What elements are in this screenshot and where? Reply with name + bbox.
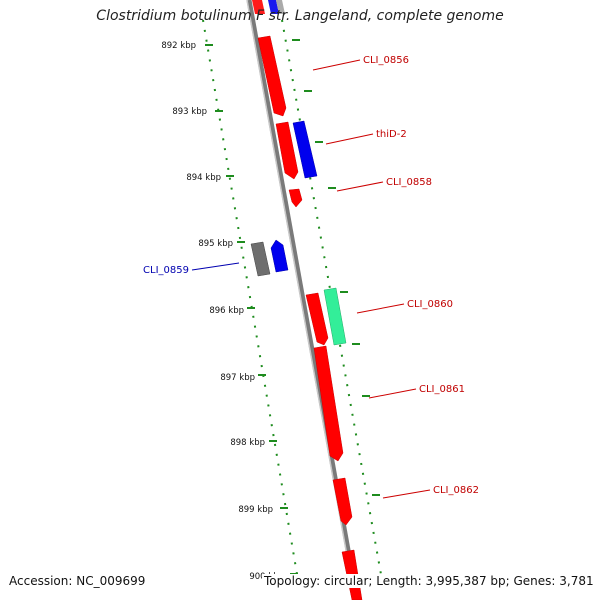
topology-summary: Topology: circular; Length: 3,995,387 bp… xyxy=(262,574,596,588)
gene-label: CLI_0856 xyxy=(363,55,409,66)
outer-tick-marks xyxy=(292,39,380,496)
gene-CLI_0862 xyxy=(332,477,353,526)
gene-label: CLI_0858 xyxy=(386,177,432,188)
gene-CLI_0858 xyxy=(288,188,303,208)
gene-CLI_0857a xyxy=(275,121,299,180)
kbp-label: 894 kbp xyxy=(186,173,221,183)
gene-CLI_0860-green xyxy=(323,287,347,346)
gene-labels: CLI_0856 thiD-2 CLI_0858 CLI_0859 CLI_08… xyxy=(143,55,479,496)
kbp-label: 895 kbp xyxy=(198,239,233,249)
kbp-tick-labels: 892 kbp 893 kbp 894 kbp 895 kbp 896 kbp … xyxy=(161,41,284,582)
gene-CLI_0859-grey xyxy=(250,241,271,277)
gene-partial-top-red xyxy=(252,0,265,14)
label-connectors xyxy=(191,59,431,499)
kbp-label: 893 kbp xyxy=(172,107,207,117)
gene-label: thiD-2 xyxy=(376,129,407,140)
kbp-label: 896 kbp xyxy=(209,306,244,316)
gene-partial-top-blue xyxy=(268,0,279,14)
accession-label: Accession: NC_009699 xyxy=(9,574,150,588)
kbp-label: 892 kbp xyxy=(161,41,196,51)
gene-label: CLI_0862 xyxy=(433,485,479,496)
kbp-label: 898 kbp xyxy=(230,438,265,448)
gene-label: CLI_0860 xyxy=(407,299,453,310)
gene-thiD-2 xyxy=(292,120,318,179)
gene-label: CLI_0861 xyxy=(419,384,465,395)
kbp-label: 897 kbp xyxy=(220,373,255,383)
gene-label: CLI_0859 xyxy=(143,265,189,276)
gene-CLI_0856 xyxy=(257,35,287,117)
map-title: Clostridium botulinum F str. Langeland, … xyxy=(96,8,504,24)
gene-CLI_0861 xyxy=(313,345,344,462)
kbp-label: 899 kbp xyxy=(238,505,273,515)
gene-partial-top-grey xyxy=(276,0,285,14)
gene-CLI_0859 xyxy=(270,239,289,273)
gene-CLI_0860 xyxy=(305,292,329,346)
